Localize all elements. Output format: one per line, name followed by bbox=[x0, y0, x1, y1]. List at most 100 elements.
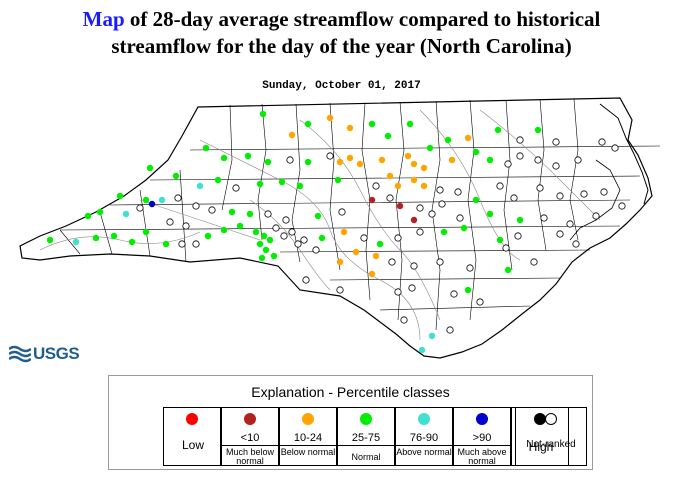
map-title-link[interactable]: Map bbox=[82, 7, 125, 31]
gauge-site-nr[interactable] bbox=[400, 316, 408, 324]
gauge-site-nr[interactable] bbox=[454, 188, 462, 196]
gauge-site-normal[interactable] bbox=[304, 158, 312, 166]
gauge-site-nr[interactable] bbox=[436, 258, 444, 266]
gauge-site-below[interactable] bbox=[336, 158, 344, 166]
gauge-site-normal[interactable] bbox=[256, 240, 264, 248]
gauge-site-nr[interactable] bbox=[360, 234, 368, 242]
gauge-site-nr[interactable] bbox=[536, 184, 544, 192]
gauge-site-normal[interactable] bbox=[252, 228, 260, 236]
gauge-site-normal[interactable] bbox=[444, 136, 452, 144]
usgs-logo[interactable]: USGS bbox=[9, 342, 80, 366]
gauge-site-below[interactable] bbox=[336, 258, 344, 266]
gauge-site-normal[interactable] bbox=[314, 212, 322, 220]
gauge-site-normal[interactable] bbox=[142, 228, 150, 236]
gauge-site-normal[interactable] bbox=[516, 216, 524, 224]
gauge-site-nr[interactable] bbox=[438, 200, 446, 208]
gauge-site-below[interactable] bbox=[386, 172, 394, 180]
gauge-site-normal[interactable] bbox=[260, 232, 268, 240]
gauge-site-normal[interactable] bbox=[266, 236, 274, 244]
gauge-site-above[interactable] bbox=[122, 210, 130, 218]
gauge-site-below[interactable] bbox=[394, 182, 402, 190]
gauge-site-normal[interactable] bbox=[202, 144, 210, 152]
gauge-site-above[interactable] bbox=[158, 196, 166, 204]
gauge-site-normal[interactable] bbox=[384, 132, 392, 140]
gauge-site-normal[interactable] bbox=[296, 182, 304, 190]
gauge-site-normal[interactable] bbox=[214, 176, 222, 184]
gauge-site-nr[interactable] bbox=[294, 240, 302, 248]
gauge-site-nr[interactable] bbox=[514, 232, 522, 240]
gauge-site-nr[interactable] bbox=[408, 284, 416, 292]
gauge-site-normal[interactable] bbox=[84, 212, 92, 220]
gauge-site-normal[interactable] bbox=[504, 266, 512, 274]
gauge-site-nr[interactable] bbox=[592, 212, 600, 220]
gauge-site-nr[interactable] bbox=[192, 202, 200, 210]
gauge-site-nr[interactable] bbox=[476, 298, 484, 306]
gauge-site-normal[interactable] bbox=[96, 208, 104, 216]
gauge-site-normal[interactable] bbox=[376, 240, 384, 248]
gauge-site-below[interactable] bbox=[368, 270, 376, 278]
gauge-site-nr[interactable] bbox=[580, 190, 588, 198]
gauge-site-normal[interactable] bbox=[172, 172, 180, 180]
gauge-site-above[interactable] bbox=[196, 182, 204, 190]
gauge-site-nr[interactable] bbox=[312, 246, 320, 254]
gauge-site-nr[interactable] bbox=[600, 188, 608, 196]
gauge-site-normal[interactable] bbox=[116, 192, 124, 200]
gauge-site-normal[interactable] bbox=[236, 222, 244, 230]
gauge-site-below[interactable] bbox=[464, 134, 472, 142]
gauge-site-nr[interactable] bbox=[288, 228, 296, 236]
gauge-site-above[interactable] bbox=[428, 332, 436, 340]
gauge-site-nr[interactable] bbox=[436, 186, 444, 194]
gauge-site-below[interactable] bbox=[420, 182, 428, 190]
gauge-site-normal[interactable] bbox=[440, 228, 448, 236]
gauge-site-normal[interactable] bbox=[496, 236, 504, 244]
gauge-site-below[interactable] bbox=[352, 248, 360, 256]
gauge-site-nr[interactable] bbox=[388, 258, 396, 266]
gauge-site-normal[interactable] bbox=[318, 234, 326, 242]
gauge-site-nr[interactable] bbox=[598, 138, 606, 146]
gauge-site-below[interactable] bbox=[410, 160, 418, 168]
gauge-site-below[interactable] bbox=[378, 156, 386, 164]
gauge-site-nr[interactable] bbox=[552, 138, 560, 146]
gauge-site-normal[interactable] bbox=[426, 144, 434, 152]
gauge-site-above[interactable] bbox=[72, 238, 80, 246]
gauge-site-nr[interactable] bbox=[428, 210, 436, 218]
gauge-site-nr[interactable] bbox=[178, 240, 186, 248]
gauge-site-nr[interactable] bbox=[174, 194, 182, 202]
gauge-site-below[interactable] bbox=[372, 252, 380, 260]
gauge-site-nr[interactable] bbox=[208, 206, 216, 214]
gauge-site-nr[interactable] bbox=[302, 276, 310, 284]
gauge-site-nr[interactable] bbox=[516, 136, 524, 144]
gauge-site-nr[interactable] bbox=[611, 144, 619, 152]
gauge-site-normal[interactable] bbox=[228, 208, 236, 216]
gauge-site-below[interactable] bbox=[346, 154, 354, 162]
gauge-site-much_below[interactable] bbox=[396, 202, 404, 210]
gauge-site-nr[interactable] bbox=[496, 182, 504, 190]
gauge-site-below[interactable] bbox=[340, 228, 348, 236]
gauge-site-normal[interactable] bbox=[244, 152, 252, 160]
gauge-site-nr[interactable] bbox=[416, 204, 424, 212]
gauge-site-nr[interactable] bbox=[394, 288, 402, 296]
gauge-site-normal[interactable] bbox=[110, 232, 118, 240]
gauge-site-normal[interactable] bbox=[128, 238, 136, 246]
gauge-site-nr[interactable] bbox=[166, 218, 174, 226]
gauge-site-below[interactable] bbox=[326, 114, 334, 122]
gauge-site-nr[interactable] bbox=[282, 216, 290, 224]
gauge-site-normal[interactable] bbox=[334, 176, 342, 184]
gauge-site-above[interactable] bbox=[418, 346, 426, 354]
gauge-site-normal[interactable] bbox=[304, 120, 312, 128]
gauge-site-nr[interactable] bbox=[466, 264, 474, 272]
gauge-site-much_above[interactable] bbox=[148, 200, 156, 208]
gauge-site-much_below[interactable] bbox=[368, 196, 376, 204]
gauge-site-nr[interactable] bbox=[286, 156, 294, 164]
gauge-site-nr[interactable] bbox=[136, 204, 144, 212]
gauge-site-much_below[interactable] bbox=[410, 216, 418, 224]
gauge-site-normal[interactable] bbox=[142, 196, 150, 204]
gauge-site-nr[interactable] bbox=[446, 326, 454, 334]
gauge-site-nr[interactable] bbox=[280, 232, 288, 240]
gauge-site-nr[interactable] bbox=[556, 230, 564, 238]
gauge-site-nr[interactable] bbox=[534, 156, 542, 164]
gauge-site-normal[interactable] bbox=[259, 110, 267, 118]
gauge-site-nr[interactable] bbox=[552, 162, 560, 170]
gauge-site-normal[interactable] bbox=[270, 252, 278, 260]
gauge-site-nr[interactable] bbox=[416, 228, 424, 236]
